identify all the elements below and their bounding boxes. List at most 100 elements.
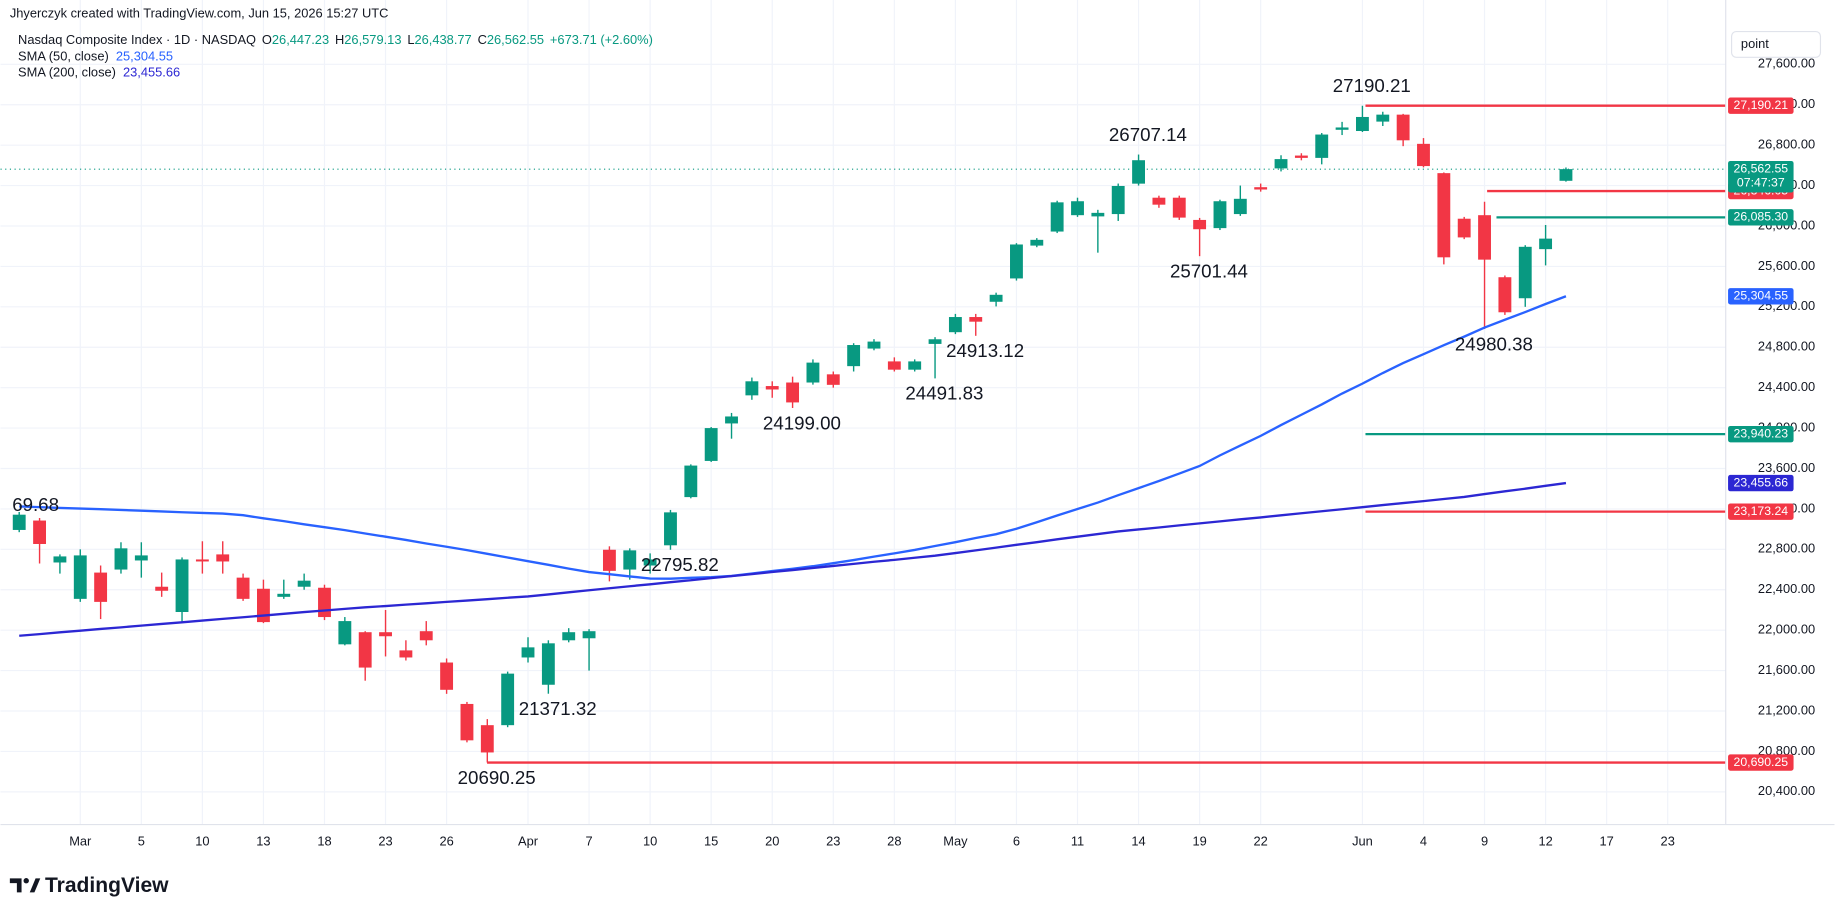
- y-tick-label: 22,800.00: [1758, 541, 1815, 556]
- y-tick-label: 21,200.00: [1758, 702, 1815, 717]
- y-tick-label: 22,400.00: [1758, 581, 1815, 596]
- legend-value: 26,447.23: [272, 32, 329, 47]
- legend-key: C: [478, 32, 487, 47]
- x-tick-label: 23: [1661, 834, 1675, 849]
- y-tick-label: 25,600.00: [1758, 258, 1815, 273]
- x-tick-label: 13: [256, 834, 270, 849]
- candle-body: [1559, 169, 1573, 181]
- scale-mode-button[interactable]: [1730, 30, 1822, 58]
- sma-legend: SMA (50, close) 25,304.55: [18, 49, 173, 64]
- countdown: 07:47:37: [1737, 175, 1785, 189]
- candle-body: [643, 559, 657, 566]
- candle-body: [765, 386, 779, 390]
- candle-body: [94, 572, 108, 602]
- y-tick-label: 23,600.00: [1758, 460, 1815, 475]
- legend-key: O: [262, 32, 272, 47]
- candle-body: [1111, 185, 1125, 215]
- candle-body: [114, 548, 128, 570]
- x-tick-label: 10: [643, 834, 657, 849]
- candle-body: [1091, 212, 1105, 217]
- x-tick-label: 6: [1013, 834, 1020, 849]
- candle-body: [847, 345, 861, 367]
- x-tick-label: 23: [378, 834, 392, 849]
- price-badge-label: 26,085.30: [1734, 210, 1789, 224]
- candle-body: [257, 588, 270, 623]
- price-badge: [1728, 425, 1794, 443]
- candle-body: [989, 294, 1003, 302]
- candle-body: [928, 339, 942, 344]
- legend-value: +673.71 (+2.60%): [550, 32, 653, 47]
- candle-body: [623, 550, 637, 570]
- candle-body: [1335, 127, 1349, 130]
- price-badge-label: 27,190.21: [1734, 98, 1789, 112]
- candle-body: [969, 317, 983, 322]
- candle-body: [358, 632, 372, 668]
- candle-body: [664, 512, 677, 546]
- price-badge: [1728, 97, 1794, 114]
- sma-legend: SMA (200, close) 23,455.66: [18, 65, 180, 80]
- grid: [0, 0, 1726, 825]
- candle-body: [1539, 238, 1553, 250]
- scale-mode-label[interactable]: point: [1741, 36, 1769, 51]
- candle-body: [582, 631, 596, 639]
- candle-body: [806, 362, 820, 383]
- candle-body: [1478, 215, 1491, 260]
- candle-body: [501, 673, 515, 726]
- price-badge: [1728, 209, 1794, 226]
- x-tick-label: 5: [138, 834, 145, 849]
- candle-body: [1010, 244, 1023, 279]
- candle-body: [1457, 218, 1471, 238]
- y-tick-label: 24,400.00: [1758, 379, 1815, 394]
- candle-body: [480, 725, 494, 753]
- candle-body: [684, 465, 698, 498]
- price-annotation: 24199.00: [763, 412, 841, 433]
- candle-body: [521, 647, 535, 658]
- candle-body: [1355, 116, 1369, 132]
- plot-area: [0, 104, 1726, 764]
- x-tick-label: 4: [1420, 834, 1427, 849]
- legend-value: 26,562.55: [487, 32, 544, 47]
- legend-main: Nasdaq Composite Index · 1D · NASDAQ O26,…: [18, 32, 653, 47]
- price-badge-label: 23,173.24: [1734, 504, 1789, 518]
- legend-value: 26,579.13: [344, 32, 401, 47]
- candle-body: [867, 341, 881, 349]
- candle-body: [419, 631, 433, 641]
- sma-line: [19, 295, 1567, 580]
- price-annotation: 24491.83: [905, 383, 983, 404]
- sma-legend-name: SMA (200, close): [18, 65, 116, 80]
- brand-name: TradingView: [45, 874, 169, 897]
- candle-body: [948, 317, 962, 333]
- x-tick-label: 23: [826, 834, 840, 849]
- x-tick-label: 11: [1071, 834, 1084, 849]
- price-badge: [1728, 288, 1794, 305]
- price-badge: [1728, 503, 1794, 520]
- price-annotation: 22795.82: [641, 554, 719, 575]
- y-tick-label: 20,400.00: [1758, 783, 1815, 798]
- candle-body: [1274, 159, 1288, 169]
- price-annotation: 24980.38: [1455, 333, 1533, 354]
- candle-body: [725, 416, 738, 424]
- price-badge: [1728, 754, 1794, 771]
- candle-body: [338, 621, 352, 645]
- legend-key: H: [335, 32, 344, 47]
- y-tick-label: 27,600.00: [1758, 56, 1815, 71]
- candle-body: [1132, 160, 1145, 184]
- candle-body: [1254, 187, 1268, 190]
- sma-legend-name: SMA (50, close): [18, 49, 109, 64]
- x-tick-label: Jun: [1352, 834, 1373, 849]
- candle-body: [33, 520, 46, 544]
- candle-body: [379, 632, 392, 637]
- candle-body: [216, 554, 230, 562]
- candle-body: [155, 586, 169, 591]
- candle-body: [826, 374, 840, 385]
- candle-body: [277, 593, 291, 597]
- price-badge-label: 23,940.23: [1734, 426, 1789, 440]
- sma-line: [19, 481, 1567, 637]
- current-price-label: 26,562.55: [1734, 161, 1789, 175]
- price-annotation: 26707.14: [1109, 124, 1187, 145]
- x-tick-label: 14: [1131, 834, 1145, 849]
- attribution: Jhyerczyk created with TradingView.com, …: [10, 5, 389, 20]
- price-annotation: 20690.25: [458, 767, 536, 788]
- x-tick-label: 20: [765, 834, 779, 849]
